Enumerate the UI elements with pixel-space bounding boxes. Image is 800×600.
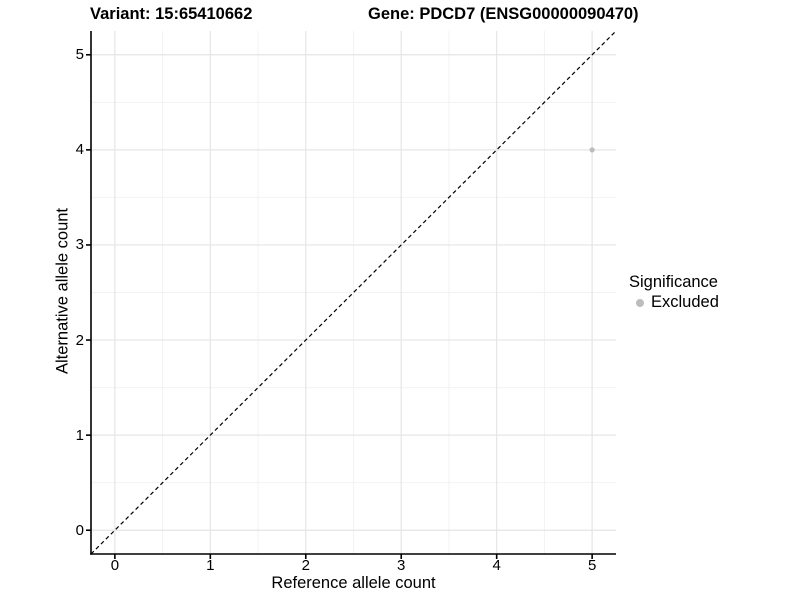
x-axis-title: Reference allele count xyxy=(271,574,436,592)
legend-item: Excluded xyxy=(629,292,719,313)
legend-items: Excluded xyxy=(629,292,719,313)
y-axis-title: Alternative allele count xyxy=(53,207,72,375)
x-tick-label: 1 xyxy=(206,557,215,574)
plot-title-gene: Gene: PDCD7 (ENSG00000090470) xyxy=(368,5,639,23)
y-tick-label: 3 xyxy=(75,236,84,254)
legend-item-label: Excluded xyxy=(651,293,719,311)
identity-dashed-line xyxy=(90,30,617,555)
x-tick-label: 3 xyxy=(397,557,406,574)
y-tick-label: 5 xyxy=(75,46,84,64)
legend: Significance Excluded xyxy=(629,272,719,313)
y-tick-label: 1 xyxy=(75,426,84,444)
legend-title: Significance xyxy=(629,273,718,291)
x-tick-label: 5 xyxy=(587,557,597,574)
plot-title-variant: Variant: 15:65410662 xyxy=(90,5,253,23)
y-tick-label: 2 xyxy=(75,331,84,349)
x-tick-label: 0 xyxy=(110,557,120,574)
legend-key-dot xyxy=(636,298,644,307)
y-tick-label: 0 xyxy=(75,521,84,539)
data-point xyxy=(589,147,595,153)
x-tick-label: 4 xyxy=(492,557,501,574)
x-tick-label: 2 xyxy=(301,557,310,574)
y-tick-label: 4 xyxy=(75,141,84,159)
